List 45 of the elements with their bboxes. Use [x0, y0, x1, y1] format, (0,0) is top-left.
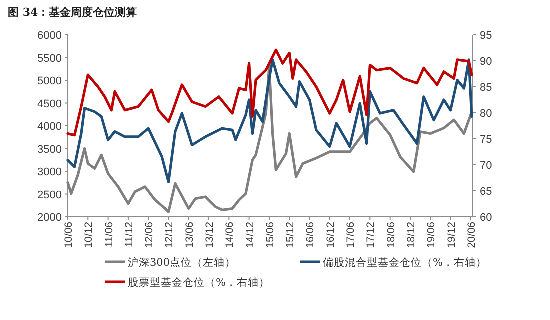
y-tick-label: 4000: [38, 121, 62, 133]
y-tick-label: 2500: [38, 189, 62, 202]
x-tick-label: 19/06: [426, 222, 438, 248]
x-tick-label: 15/12: [284, 222, 297, 248]
y2-tick-label: 80: [480, 108, 492, 120]
y-tick-label: 2000: [38, 212, 62, 224]
x-tick-label: 14/12: [244, 222, 256, 248]
y-tick-label: 6000: [38, 30, 62, 42]
legend-label: 沪深300点位（左轴）: [128, 256, 236, 269]
y-tick-label: 5500: [38, 52, 62, 65]
x-tick-label: 10/06: [63, 222, 75, 248]
y2-tick-label: 60: [480, 212, 492, 224]
y-tick-label: 3500: [38, 144, 62, 156]
y-tick-label: 3000: [38, 166, 62, 178]
x-tick-label: 16/06: [304, 222, 317, 248]
x-tick-label: 15/06: [264, 222, 276, 248]
x-tick-label: 20/06: [466, 222, 478, 248]
x-tick-label: 11/06: [103, 222, 116, 248]
legend-label: 股票型基金仓位（%，右轴）: [128, 276, 270, 289]
x-tick-label: 14/06: [224, 222, 236, 248]
x-tick-label: 16/12: [324, 222, 337, 248]
x-tick-label: 18/06: [385, 222, 398, 248]
x-tick-label: 19/12: [446, 222, 458, 248]
chart-title: 图 34：基金周度仓位测算: [8, 6, 138, 19]
line-series: [66, 66, 472, 214]
y2-tick-label: 65: [480, 186, 492, 198]
line-series: [66, 48, 474, 137]
y2-tick-label: 75: [480, 134, 492, 146]
y2-tick-label: 95: [480, 30, 492, 42]
x-tick-label: 10/12: [83, 222, 96, 248]
y2-tick-label: 90: [480, 56, 492, 68]
y-tick-label: 5000: [38, 76, 62, 88]
legend-label: 偏股混合型基金仓位（%，右轴）: [323, 256, 487, 269]
x-tick-label: 17/12: [365, 222, 378, 248]
x-tick-label: 13/12: [204, 222, 216, 248]
x-tick-label: 12/12: [164, 222, 176, 248]
line-series: [66, 58, 474, 184]
x-tick-label: 13/06: [184, 222, 196, 248]
x-tick-label: 18/12: [405, 222, 418, 248]
y-tick-label: 4500: [38, 98, 62, 110]
x-tick-label: 11/12: [123, 222, 136, 248]
x-tick-label: 17/06: [345, 222, 358, 248]
x-tick-label: 12/06: [144, 222, 156, 248]
y2-tick-label: 70: [480, 160, 492, 172]
y2-tick-label: 85: [480, 82, 492, 94]
